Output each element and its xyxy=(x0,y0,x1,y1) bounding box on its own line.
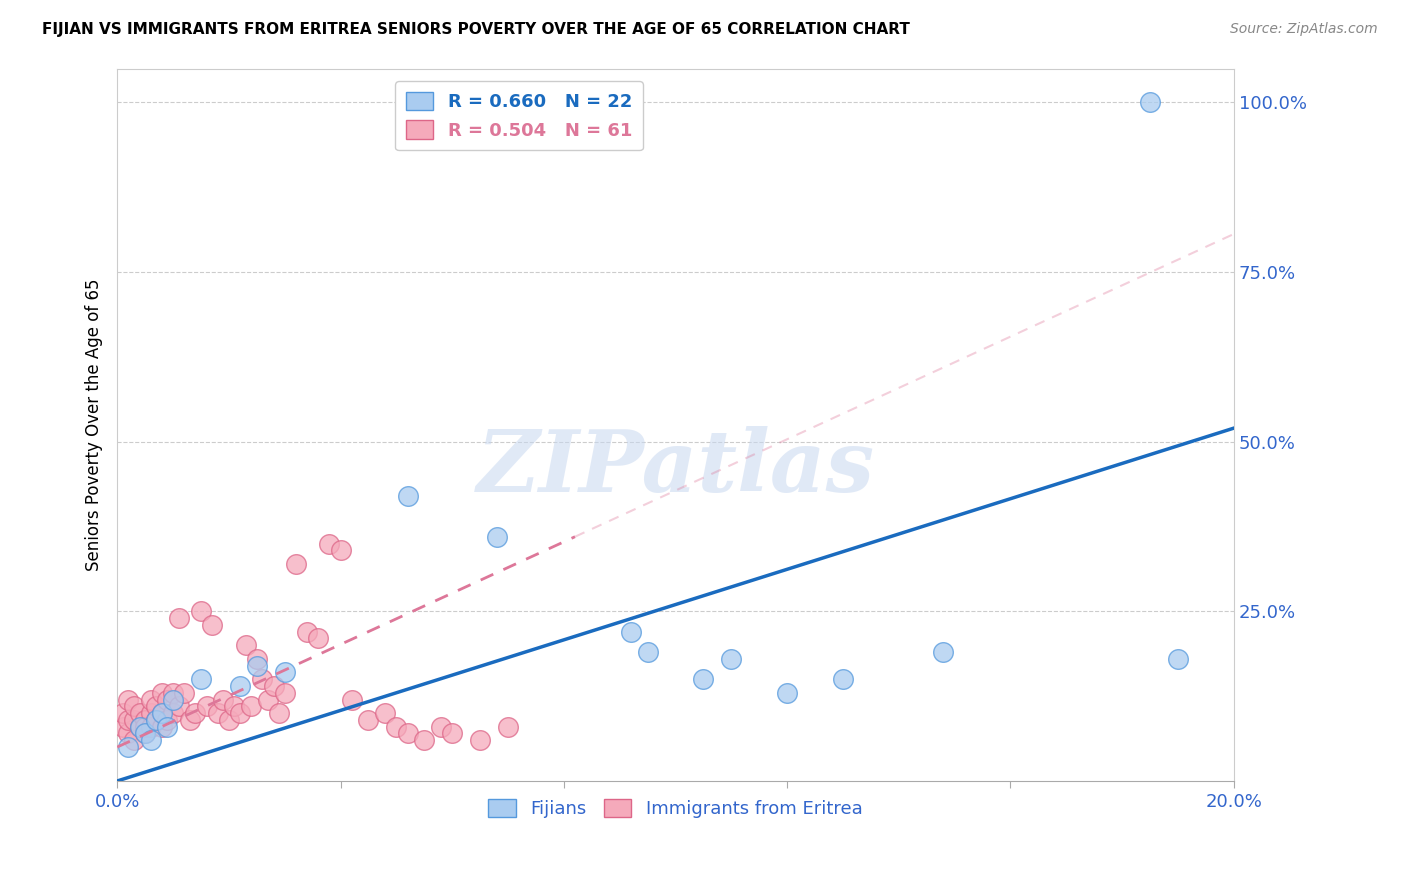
Point xyxy=(246,658,269,673)
Point xyxy=(229,706,252,720)
Point xyxy=(212,692,235,706)
Point xyxy=(128,720,150,734)
Point xyxy=(273,686,295,700)
Point xyxy=(385,720,408,734)
Point xyxy=(145,713,167,727)
Point xyxy=(139,720,162,734)
Point xyxy=(156,720,179,734)
Point xyxy=(139,733,162,747)
Point xyxy=(156,713,179,727)
Point xyxy=(229,679,252,693)
Point xyxy=(832,672,855,686)
Point xyxy=(139,692,162,706)
Point xyxy=(496,720,519,734)
Point xyxy=(162,692,184,706)
Point xyxy=(122,733,145,747)
Point xyxy=(776,686,799,700)
Point xyxy=(145,713,167,727)
Y-axis label: Seniors Poverty Over the Age of 65: Seniors Poverty Over the Age of 65 xyxy=(86,278,103,571)
Point xyxy=(162,686,184,700)
Point xyxy=(252,672,274,686)
Point xyxy=(134,713,156,727)
Point xyxy=(179,713,201,727)
Point xyxy=(273,665,295,680)
Point xyxy=(150,706,173,720)
Text: ZIPatlas: ZIPatlas xyxy=(477,425,875,509)
Point xyxy=(240,699,263,714)
Point xyxy=(263,679,285,693)
Point xyxy=(134,726,156,740)
Point xyxy=(111,720,134,734)
Point xyxy=(117,726,139,740)
Point xyxy=(145,699,167,714)
Point xyxy=(111,706,134,720)
Text: FIJIAN VS IMMIGRANTS FROM ERITREA SENIORS POVERTY OVER THE AGE OF 65 CORRELATION: FIJIAN VS IMMIGRANTS FROM ERITREA SENIOR… xyxy=(42,22,910,37)
Point xyxy=(150,720,173,734)
Point xyxy=(413,733,436,747)
Point xyxy=(150,686,173,700)
Point xyxy=(139,706,162,720)
Text: Source: ZipAtlas.com: Source: ZipAtlas.com xyxy=(1230,22,1378,37)
Point xyxy=(692,672,714,686)
Point xyxy=(396,489,419,503)
Point xyxy=(340,692,363,706)
Point xyxy=(190,672,212,686)
Point xyxy=(257,692,280,706)
Point xyxy=(357,713,380,727)
Point xyxy=(184,706,207,720)
Point xyxy=(156,692,179,706)
Point xyxy=(485,530,508,544)
Point xyxy=(430,720,453,734)
Point xyxy=(1167,652,1189,666)
Point xyxy=(396,726,419,740)
Point xyxy=(207,706,229,720)
Point xyxy=(173,686,195,700)
Point xyxy=(620,624,643,639)
Point xyxy=(117,713,139,727)
Point xyxy=(218,713,240,727)
Point xyxy=(295,624,318,639)
Point xyxy=(441,726,464,740)
Point xyxy=(190,604,212,618)
Point xyxy=(195,699,218,714)
Point xyxy=(269,706,291,720)
Point xyxy=(122,699,145,714)
Point xyxy=(307,632,329,646)
Point xyxy=(468,733,491,747)
Point xyxy=(720,652,742,666)
Point xyxy=(122,713,145,727)
Point xyxy=(117,692,139,706)
Legend: Fijians, Immigrants from Eritrea: Fijians, Immigrants from Eritrea xyxy=(481,791,870,825)
Point xyxy=(150,706,173,720)
Point xyxy=(637,645,659,659)
Point xyxy=(318,536,340,550)
Point xyxy=(117,740,139,755)
Point xyxy=(284,557,307,571)
Point xyxy=(128,706,150,720)
Point xyxy=(134,720,156,734)
Point xyxy=(167,611,190,625)
Point xyxy=(246,652,269,666)
Point xyxy=(162,706,184,720)
Point xyxy=(932,645,955,659)
Point xyxy=(329,543,352,558)
Point xyxy=(201,618,224,632)
Point xyxy=(134,726,156,740)
Point xyxy=(374,706,396,720)
Point xyxy=(167,699,190,714)
Point xyxy=(128,720,150,734)
Point xyxy=(235,638,257,652)
Point xyxy=(224,699,246,714)
Point xyxy=(1139,95,1161,110)
